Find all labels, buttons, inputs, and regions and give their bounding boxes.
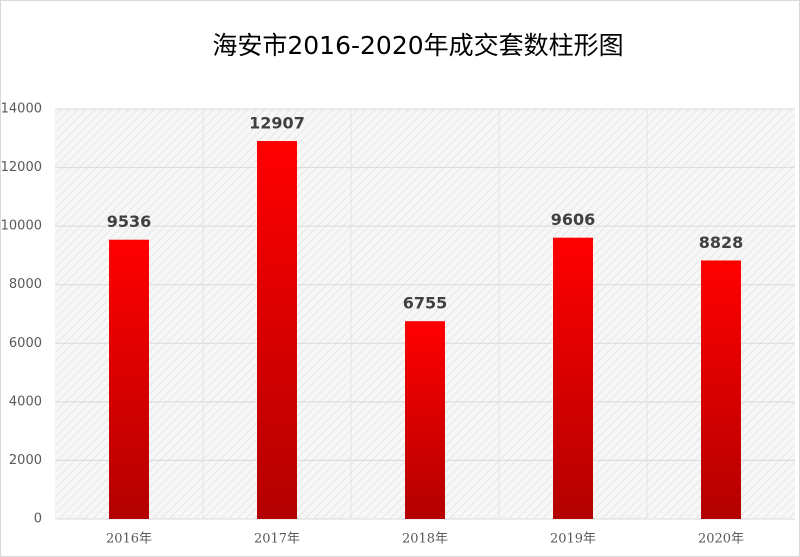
x-tick-label: 2020年	[698, 532, 744, 547]
y-tick-label: 12000	[1, 160, 42, 175]
y-tick-label: 0	[34, 512, 42, 527]
bar	[109, 239, 149, 519]
data-label: 9536	[107, 212, 152, 231]
y-tick-label: 14000	[1, 102, 42, 117]
chart-title: 海安市2016-2020年成交套数柱形图	[212, 31, 623, 60]
y-tick-label: 10000	[1, 219, 42, 234]
y-tick-label: 6000	[9, 336, 42, 351]
data-label: 8828	[699, 233, 744, 252]
y-tick-label: 8000	[9, 277, 42, 292]
y-tick-label: 2000	[9, 453, 42, 468]
bar	[553, 237, 593, 519]
data-label: 9606	[551, 210, 596, 229]
bar	[257, 141, 297, 520]
bar	[405, 321, 445, 519]
x-tick-label: 2017年	[254, 532, 300, 547]
y-tick-label: 4000	[9, 394, 42, 409]
x-tick-label: 2019年	[550, 532, 596, 547]
x-tick-label: 2016年	[106, 532, 152, 547]
bar	[701, 260, 741, 519]
x-tick-label: 2018年	[402, 532, 448, 547]
data-label: 6755	[403, 294, 448, 313]
data-label: 12907	[249, 114, 305, 133]
